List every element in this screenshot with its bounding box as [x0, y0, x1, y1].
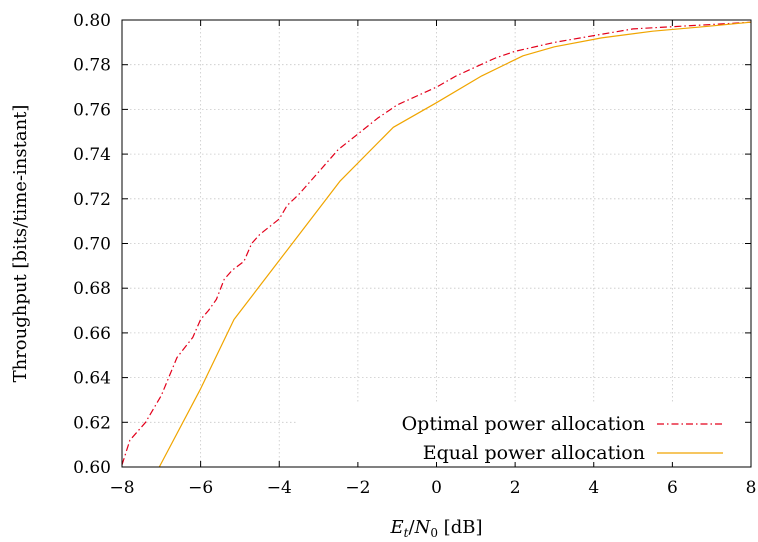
x-axis-label-unit: [dB] — [438, 517, 483, 538]
x-tick-label: 0 — [431, 478, 442, 498]
y-tick-label: 0.64 — [73, 369, 111, 389]
x-axis-label-zero-subscript: 0 — [430, 526, 438, 540]
tick-labels: −8 −6 −4 −2 0 2 4 6 8 0.60 0.62 0.64 0.66 0.68 0.70 0.7… — [73, 11, 756, 498]
y-tick-label: 0.76 — [73, 100, 111, 120]
y-tick-label: 0.68 — [73, 279, 111, 299]
x-axis-label-t-subscript: t — [404, 526, 409, 540]
x-axis-label: Et/N0 [dB] — [390, 517, 483, 540]
x-tick-label: 2 — [510, 478, 521, 498]
legend-background — [298, 404, 744, 462]
x-tick-label: −8 — [109, 478, 134, 498]
legend-label-equal: Equal power allocation — [423, 442, 645, 464]
x-tick-label: −2 — [345, 478, 370, 498]
legend-label-optimal: Optimal power allocation — [402, 413, 645, 435]
x-tick-label: 8 — [746, 478, 757, 498]
x-tick-label: −6 — [188, 478, 213, 498]
legend: Optimal power allocation Equal power all… — [298, 404, 744, 464]
y-tick-label: 0.80 — [73, 11, 111, 31]
x-tick-label: 4 — [588, 478, 599, 498]
series-layer — [121, 21, 752, 468]
y-axis-label: Throughput [bits/time-instant] — [10, 105, 31, 383]
x-axis-label-slash: / — [408, 517, 415, 538]
y-tick-label: 0.78 — [73, 56, 111, 76]
y-tick-label: 0.74 — [73, 145, 111, 165]
y-tick-label: 0.72 — [73, 190, 111, 210]
y-tick-label: 0.66 — [73, 324, 111, 344]
grid — [122, 20, 751, 467]
ticks — [121, 19, 752, 468]
y-tick-label: 0.62 — [73, 413, 111, 433]
x-axis-label-e: E — [390, 517, 404, 538]
series-optimal-line — [121, 21, 752, 465]
plot-frame — [121, 19, 752, 468]
x-tick-label: 6 — [667, 478, 678, 498]
y-tick-label: 0.70 — [73, 235, 111, 255]
y-tick-label: 0.60 — [73, 458, 111, 478]
x-axis-label-n: N — [414, 517, 432, 538]
series-equal-line — [158, 21, 752, 468]
x-tick-label: −4 — [267, 478, 292, 498]
